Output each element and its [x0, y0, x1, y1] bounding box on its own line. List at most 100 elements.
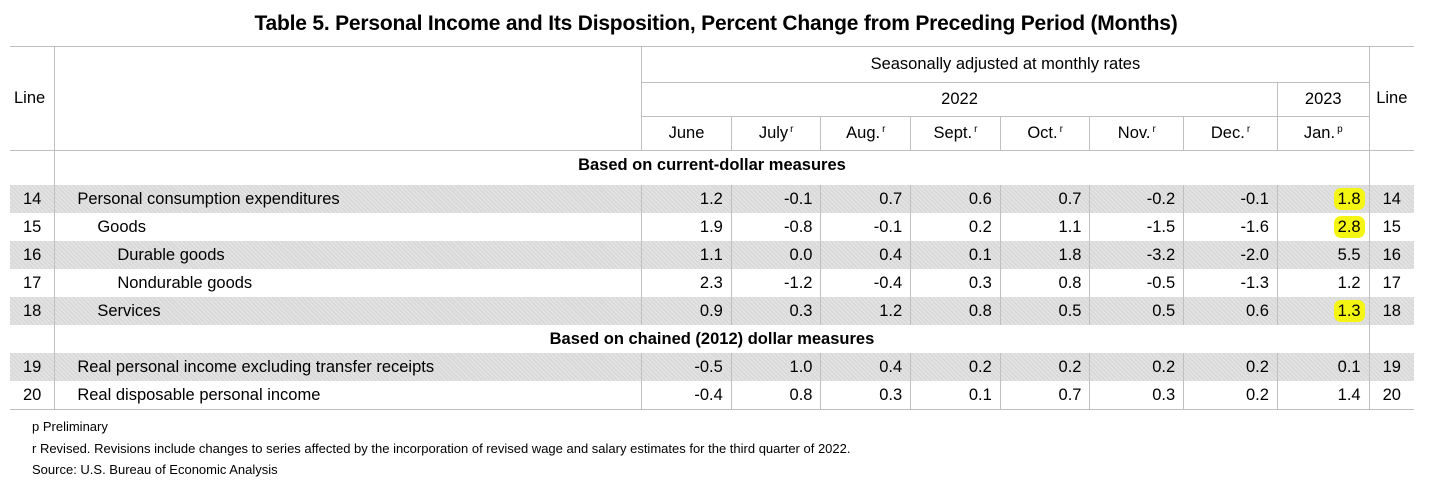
line-number: 19 — [10, 353, 55, 381]
year-2023-header: 2023 — [1277, 82, 1370, 117]
value-cell: 0.2 — [1183, 353, 1278, 381]
month-header: June — [641, 116, 732, 151]
value-cell: 0.2 — [1183, 381, 1278, 410]
value-cell: -0.5 — [1089, 269, 1185, 297]
line-number: 15 — [22, 217, 42, 236]
row-label: Goods — [54, 213, 643, 241]
value-cell: 2.8 — [1277, 213, 1370, 241]
line-header-right: Line — [1369, 46, 1414, 151]
row-label: Real personal income excluding transfer … — [54, 353, 643, 381]
value-cell: 0.1 — [910, 241, 1001, 269]
value-cell: 0.7 — [1000, 185, 1091, 213]
page-title: Table 5. Personal Income and Its Disposi… — [254, 12, 1178, 35]
month-header: Jan. p — [1277, 116, 1370, 151]
value-cell: 1.4 — [1277, 381, 1370, 410]
revision-mark: r — [1246, 124, 1251, 135]
value-cell: 0.1 — [1277, 353, 1370, 381]
line-number-right: 19 — [1369, 353, 1414, 381]
value-cell: 0.8 — [731, 381, 822, 410]
value-cell: -0.1 — [731, 185, 822, 213]
line-number: 20 — [10, 381, 55, 410]
month-header: Nov. r — [1089, 116, 1185, 151]
value-cell: -3.2 — [1089, 241, 1185, 269]
value-cell: 0.4 — [820, 241, 912, 269]
month-label: Oct. — [1027, 124, 1058, 142]
section-title: Based on current-dollar measures — [54, 150, 1370, 179]
value-cell: 0.2 — [1089, 353, 1185, 381]
month-label: Nov. — [1117, 124, 1151, 142]
line-number-right: 15 — [1382, 217, 1401, 236]
value-cell: 1.8 — [1000, 241, 1091, 269]
highlighted-value: 1.3 — [1333, 300, 1365, 322]
value-cell: 1.8 — [1277, 185, 1370, 213]
value-cell: 0.4 — [820, 353, 912, 381]
value-cell: 0.2 — [910, 213, 1001, 241]
month-label: July — [758, 124, 789, 142]
value-cell: 0.2 — [1000, 353, 1091, 381]
value-cell: 0.7 — [820, 185, 912, 213]
month-label: Sept. — [933, 124, 973, 142]
revision-mark: r — [882, 124, 886, 135]
value-cell: 0.6 — [910, 185, 1001, 213]
value-cell: 1.0 — [731, 353, 822, 381]
value-cell: -0.1 — [820, 213, 912, 241]
month-label: Dec. — [1210, 124, 1245, 142]
month-header: Dec. r — [1183, 116, 1278, 151]
value-cell: 0.3 — [820, 381, 912, 410]
value-cell: 1.2 — [1277, 269, 1370, 297]
footnote: p Preliminary — [32, 419, 108, 434]
footnote: r Revised. Revisions include changes to … — [32, 441, 851, 456]
seasonal-header: Seasonally adjusted at monthly rates — [641, 46, 1370, 83]
line-number: 16 — [10, 241, 55, 269]
value-cell: -0.8 — [731, 213, 822, 241]
value-cell: -1.2 — [731, 269, 822, 297]
value-cell: 0.0 — [731, 241, 822, 269]
value-cell: -0.4 — [641, 381, 732, 410]
month-label: Aug. — [846, 124, 881, 142]
value-cell: 0.2 — [910, 353, 1001, 381]
revision-mark: r — [790, 124, 794, 135]
table-row: 18 Services 0.9 0.3 1.2 0.8 0.5 0.5 0.6 1.3 18 — [10, 297, 1414, 325]
value-cell: 2.3 — [641, 269, 732, 297]
description-header — [54, 46, 643, 151]
value-cell: 0.7 — [1000, 381, 1091, 410]
value-cell: 0.3 — [910, 269, 1001, 297]
month-label: Jan. — [1303, 124, 1336, 142]
value-cell: 1.3 — [1277, 297, 1370, 325]
section-title: Based on chained (2012) dollar measures — [54, 325, 1370, 353]
revision-mark: r — [1152, 124, 1156, 135]
row-label: Real disposable personal income — [54, 381, 643, 410]
revision-mark: p — [1337, 124, 1343, 135]
month-header: Oct. r — [1000, 116, 1091, 151]
revision-mark: r — [974, 124, 978, 135]
value-cell: -1.3 — [1183, 269, 1278, 297]
value-cell: -1.6 — [1183, 213, 1278, 241]
month-header: Aug. r — [820, 116, 912, 151]
line-number-right: 18 — [1369, 297, 1414, 325]
line-number: 17 — [22, 273, 42, 292]
line-number-right: 14 — [1369, 185, 1414, 213]
value-cell: 0.6 — [1183, 297, 1278, 325]
value-cell: 0.1 — [910, 381, 1001, 410]
value-cell: 1.1 — [641, 241, 732, 269]
table-row: 14 Personal consumption expenditures 1.2 -0… — [10, 185, 1414, 213]
value-cell: -0.1 — [1183, 185, 1278, 213]
value-cell: 0.3 — [731, 297, 822, 325]
footnote: Source: U.S. Bureau of Economic Analysis — [32, 462, 278, 477]
month-header: Sept. r — [910, 116, 1001, 151]
table-row: 15 Goods 1.9 -0.8 -0.1 0.2 1.1 -1.5 -1.6 2.8 15 — [10, 213, 1414, 241]
line-number-right: 17 — [1382, 273, 1401, 292]
value-cell: 1.1 — [1000, 213, 1091, 241]
row-label: Personal consumption expenditures — [54, 185, 643, 213]
table-row: 20 Real disposable personal income -0.4 0.8… — [10, 381, 1414, 410]
value-cell: 0.8 — [910, 297, 1001, 325]
line-number: 18 — [10, 297, 55, 325]
year-2022-header: 2022 — [641, 82, 1278, 117]
value-cell: 0.8 — [1000, 269, 1091, 297]
value-cell: 1.2 — [820, 297, 912, 325]
value-cell: -0.5 — [641, 353, 732, 381]
highlighted-value: 2.8 — [1333, 216, 1365, 238]
value-cell: 0.9 — [641, 297, 732, 325]
month-header: July r — [731, 116, 822, 151]
table-row: 16 Durable goods 1.1 0.0 0.4 0.1 1.8 -3.2 -2.0 5.… — [10, 241, 1414, 269]
